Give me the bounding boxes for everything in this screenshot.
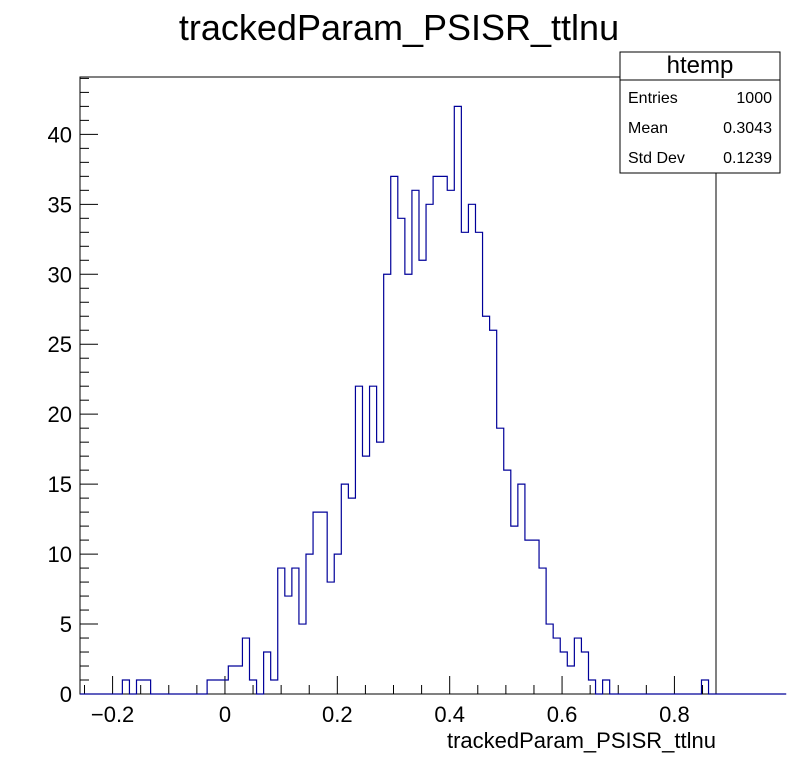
y-tick-label: 20 xyxy=(48,402,72,427)
x-tick-label: 0 xyxy=(219,702,231,727)
histogram-bin xyxy=(581,652,588,694)
histogram-bin xyxy=(391,176,398,694)
y-tick-label: 15 xyxy=(48,472,72,497)
x-axis: −0.2 0 0.2 0.4 0.6 0.8 xyxy=(83,676,704,727)
histogram-bin xyxy=(144,680,151,694)
histogram-bin xyxy=(377,442,384,694)
histogram-bin xyxy=(574,638,581,694)
histogram-bin xyxy=(454,106,461,694)
histogram-bin xyxy=(292,568,299,694)
x-tick-label: 0.8 xyxy=(659,702,690,727)
histogram-bin xyxy=(384,274,391,694)
x-tick-label: −0.2 xyxy=(91,702,134,727)
histogram-bin xyxy=(271,680,278,694)
histogram-bin xyxy=(334,554,341,694)
histogram-bin xyxy=(511,526,518,694)
chart-title: trackedParam_PSISR_ttlnu xyxy=(179,7,619,48)
histogram-bin xyxy=(419,260,426,694)
histogram-bin xyxy=(553,638,560,694)
histogram-bin xyxy=(398,218,405,694)
histogram-bin xyxy=(228,666,235,694)
stats-box: htemp Entries 1000 Mean 0.3043 Std Dev 0… xyxy=(619,51,781,174)
histogram-bin xyxy=(355,386,362,694)
histogram-bin xyxy=(348,498,355,694)
histogram-bin xyxy=(461,232,468,694)
y-tick-label: 40 xyxy=(48,122,72,147)
y-tick-label: 35 xyxy=(48,192,72,217)
histogram-bin xyxy=(264,652,271,694)
histogram-bin xyxy=(483,316,490,694)
histogram-bin xyxy=(136,680,143,694)
histogram-bin xyxy=(426,204,433,694)
histogram-bin xyxy=(327,582,334,694)
y-tick-label: 5 xyxy=(60,612,72,637)
histogram-bin xyxy=(603,680,610,694)
histogram-bin xyxy=(497,428,504,694)
histogram-bin xyxy=(242,638,249,694)
x-tick-label: 0.2 xyxy=(322,702,353,727)
histogram-bin xyxy=(447,190,454,694)
histogram-bin xyxy=(313,512,320,694)
histogram-bin xyxy=(532,540,539,694)
histogram-bin xyxy=(518,484,525,694)
histogram-bin xyxy=(341,484,348,694)
histogram-bin xyxy=(306,554,313,694)
stats-title: htemp xyxy=(667,52,734,79)
stats-mean-value: 0.3043 xyxy=(723,120,772,137)
histogram-bin xyxy=(560,652,567,694)
x-axis-label: trackedParam_PSISR_ttlnu xyxy=(447,728,716,753)
histogram-bin xyxy=(440,176,447,694)
histogram-bin xyxy=(285,596,292,694)
x-tick-label: 0.4 xyxy=(434,702,465,727)
stats-box-frame xyxy=(619,51,781,174)
histogram-bin xyxy=(490,330,497,694)
histogram-bin xyxy=(235,666,242,694)
histogram-bin xyxy=(214,680,221,694)
stats-entries-label: Entries xyxy=(628,90,678,107)
plot-frame xyxy=(79,76,717,695)
stats-stddev-label: Std Dev xyxy=(628,150,685,167)
histogram-bin xyxy=(412,190,419,694)
histogram-bin xyxy=(567,666,574,694)
y-tick-label: 0 xyxy=(60,682,72,707)
histogram-bin xyxy=(588,680,595,694)
histogram-bin xyxy=(405,274,412,694)
histogram-bin xyxy=(546,624,553,694)
stats-entries-value: 1000 xyxy=(736,90,772,107)
stats-mean-label: Mean xyxy=(628,120,668,137)
histogram-bin xyxy=(362,456,369,694)
histogram-bin xyxy=(539,568,546,694)
histogram-bin xyxy=(370,386,377,694)
histogram-bin xyxy=(525,540,532,694)
histogram-series-line xyxy=(80,105,787,695)
histogram-bin xyxy=(475,232,482,694)
histogram-bins xyxy=(122,106,708,694)
histogram-bin xyxy=(504,470,511,694)
histogram-bin xyxy=(320,512,327,694)
stats-stddev-value: 0.1239 xyxy=(723,150,772,167)
y-tick-label: 30 xyxy=(48,262,72,287)
histogram-bin xyxy=(207,680,214,694)
y-axis: 0 5 10 15 20 25 30 35 40 xyxy=(48,77,98,707)
histogram-bin xyxy=(299,624,306,694)
y-tick-label: 25 xyxy=(48,332,72,357)
histogram-bin xyxy=(433,176,440,694)
x-tick-label: 0.6 xyxy=(547,702,578,727)
histogram-bin xyxy=(468,204,475,694)
histogram-bin xyxy=(122,680,129,694)
histogram-bin xyxy=(278,568,285,694)
y-tick-label: 10 xyxy=(48,542,72,567)
